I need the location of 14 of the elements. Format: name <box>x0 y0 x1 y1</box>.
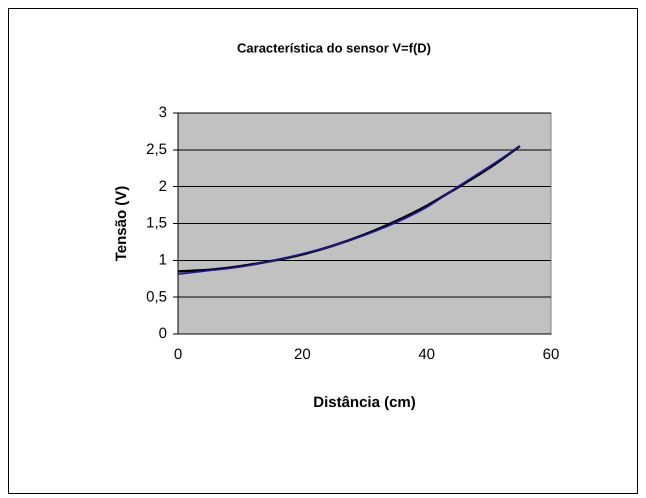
y-tick-label: 3 <box>158 104 167 122</box>
x-tick-label: 20 <box>294 346 311 364</box>
y-axis-title: Tensão (V) <box>113 186 130 262</box>
y-tick-label: 1,5 <box>146 214 167 232</box>
x-tick-label: 60 <box>542 346 560 364</box>
y-tick-label: 2 <box>158 178 167 195</box>
x-tick-label: 0 <box>174 346 182 364</box>
chart-title: Característica do sensor V=f(D) <box>237 40 431 56</box>
x-tick-label: 40 <box>418 346 436 364</box>
y-tick-label: 2,5 <box>146 140 167 158</box>
y-tick-label: 0 <box>158 325 167 342</box>
y-tick-label: 1 <box>158 251 167 268</box>
x-axis-title: Distância (cm) <box>313 394 416 412</box>
y-tick-label: 0,5 <box>146 288 167 306</box>
